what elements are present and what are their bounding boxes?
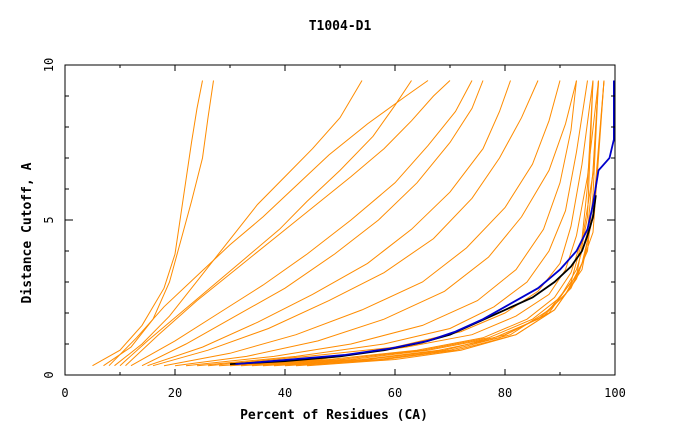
series-layer (92, 80, 615, 367)
series-line-11 (163, 80, 561, 367)
y-tick-label-5: 5 (42, 216, 56, 223)
series-line-7 (130, 80, 473, 367)
series-line-12 (174, 80, 577, 367)
x-tick-label-60: 60 (388, 386, 402, 400)
series-line-3 (114, 80, 363, 367)
x-tick-label-20: 20 (168, 386, 182, 400)
y-axis-label: Distance Cutoff, A (20, 162, 35, 303)
series-line-17 (229, 80, 594, 367)
x-tick-label-40: 40 (278, 386, 292, 400)
series-line-10 (152, 80, 539, 367)
series-line-1 (92, 80, 203, 367)
series-line-14 (196, 80, 588, 367)
chart-title: T1004-D1 (309, 19, 372, 34)
series-line-22 (284, 80, 594, 367)
series-line-5 (108, 80, 429, 367)
x-tick-label-100: 100 (604, 386, 626, 400)
series-line-8 (141, 80, 484, 367)
y-tick-label-0: 0 (42, 371, 56, 378)
series-line-26 (235, 80, 615, 365)
series-line-4 (119, 80, 412, 367)
series-line-6 (125, 80, 451, 367)
series-line-9 (147, 80, 511, 367)
y-tick-label-10: 10 (42, 58, 56, 72)
series-line-18 (240, 80, 599, 367)
x-tick-label-80: 80 (498, 386, 512, 400)
tick-layer: 0 20 40 60 80 100 0 5 10 (42, 58, 626, 400)
x-tick-label-0: 0 (61, 386, 68, 400)
x-axis-label: Percent of Residues (CA) (240, 408, 428, 423)
series-line-2 (103, 80, 214, 367)
series-line-13 (185, 80, 577, 367)
